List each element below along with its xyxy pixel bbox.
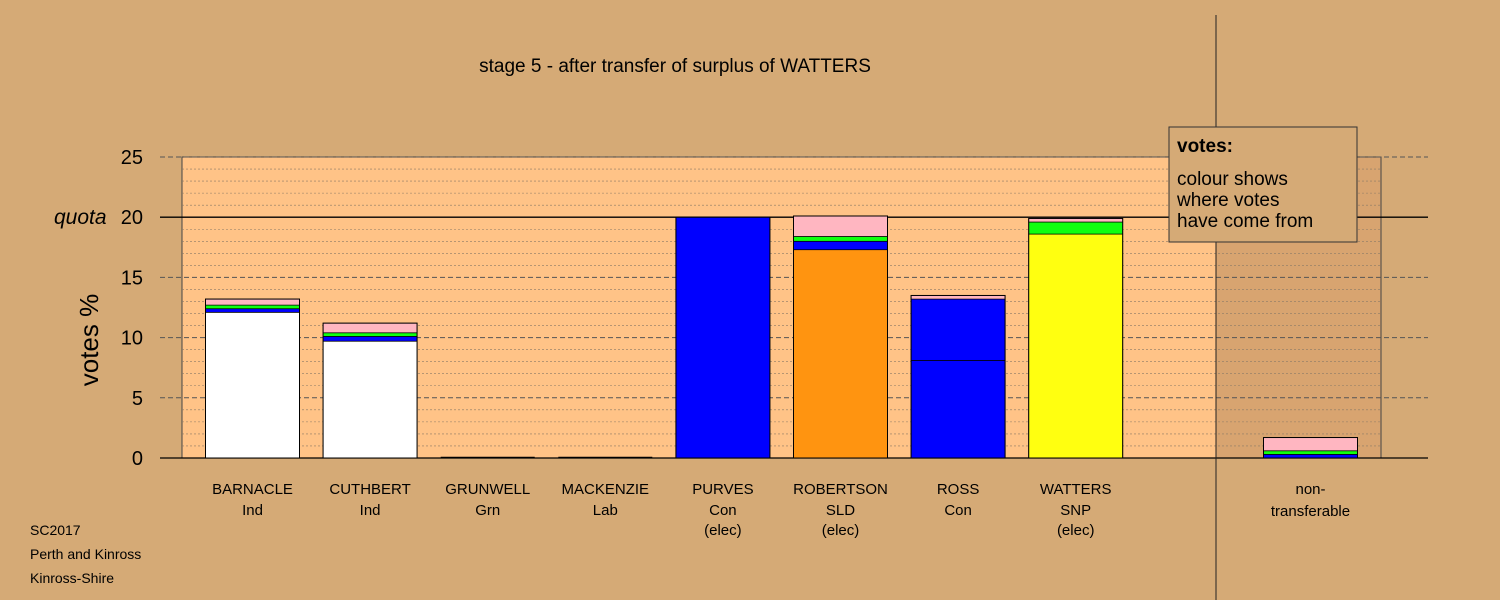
bar-ross-segment-lab bbox=[910, 295, 1006, 300]
bar-barnacle-segment-lab bbox=[205, 298, 300, 306]
y-axis-label: votes % bbox=[74, 294, 104, 387]
candidate-name: ROBERTSON bbox=[793, 481, 888, 498]
quota-label: quota bbox=[54, 206, 107, 229]
bar-barnacle-segment-grn bbox=[205, 304, 300, 310]
bar-purves-segment-con bbox=[675, 216, 771, 459]
bar-robertson-segment-grn bbox=[793, 236, 888, 242]
bar-non-transferable-segment-con bbox=[1263, 454, 1358, 459]
candidate-party: SNP bbox=[1060, 502, 1091, 519]
non-transferable-label: transferable bbox=[1271, 503, 1350, 520]
candidate-name: MACKENZIE bbox=[562, 481, 650, 498]
bar-watters-outline bbox=[1028, 217, 1124, 459]
candidate-party: Grn bbox=[475, 502, 500, 519]
legend-text: where votes bbox=[1176, 190, 1279, 211]
bar-watters-segment-grn bbox=[1028, 221, 1124, 235]
bar-robertson-segment-sld bbox=[793, 249, 888, 459]
candidate-status: (elec) bbox=[704, 522, 742, 539]
y-tick-label: 0 bbox=[132, 448, 143, 470]
bar-ross-segment-con bbox=[910, 298, 1006, 361]
bar-non-transferable-outline bbox=[1263, 437, 1358, 459]
bar-cuthbert-outline bbox=[322, 322, 418, 459]
bar-purves-outline bbox=[675, 216, 771, 459]
bar-cuthbert-segment-lab bbox=[322, 322, 418, 334]
bar-cuthbert-segment-con bbox=[322, 336, 418, 342]
bar-ross-outline bbox=[910, 294, 1006, 459]
legend-text: have come from bbox=[1177, 211, 1313, 232]
bar-non-transferable-segment-grn bbox=[1263, 450, 1358, 455]
non-transferable-label: non- bbox=[1295, 481, 1325, 498]
bar-non-transferable-segment-lab bbox=[1263, 437, 1358, 452]
candidate-party: Ind bbox=[242, 502, 263, 519]
footer-line-1: SC2017 bbox=[30, 522, 81, 538]
candidate-party: Lab bbox=[593, 502, 618, 519]
legend-title: votes: bbox=[1177, 136, 1233, 157]
y-tick-label: 5 bbox=[132, 388, 143, 410]
footer-line-3: Kinross-Shire bbox=[30, 570, 115, 586]
candidate-name: GRUNWELL bbox=[445, 481, 530, 498]
candidate-party: SLD bbox=[826, 502, 855, 519]
bar-cuthbert-segment-ind bbox=[322, 340, 418, 459]
candidate-name: CUTHBERT bbox=[329, 481, 410, 498]
bar-cuthbert-segment-grn bbox=[322, 332, 418, 337]
footer-line-2: Perth and Kinross bbox=[30, 546, 142, 562]
bar-barnacle-segment-ind bbox=[205, 311, 300, 459]
y-tick-label: 10 bbox=[121, 328, 143, 350]
y-tick-label: 20 bbox=[121, 207, 143, 229]
bar-robertson-segment-con bbox=[793, 240, 888, 251]
candidate-party: Con bbox=[709, 502, 737, 519]
candidate-party: Con bbox=[944, 502, 972, 519]
bar-barnacle-outline bbox=[205, 298, 300, 459]
bar-barnacle-segment-con bbox=[205, 308, 300, 313]
candidate-name: BARNACLE bbox=[212, 481, 293, 498]
bar-watters-segment-snp bbox=[1028, 233, 1124, 459]
chart-title: stage 5 - after transfer of surplus of W… bbox=[479, 56, 871, 77]
bar-ross-segment-con bbox=[910, 360, 1006, 459]
candidate-name: PURVES bbox=[692, 481, 753, 498]
candidate-status: (elec) bbox=[1057, 522, 1095, 539]
bar-watters-segment-lab bbox=[1028, 218, 1124, 223]
legend-text: colour shows bbox=[1177, 169, 1288, 190]
legend-box bbox=[1168, 126, 1358, 243]
y-tick-label: 25 bbox=[121, 147, 143, 169]
candidate-name: ROSS bbox=[937, 481, 980, 498]
candidate-name: WATTERS bbox=[1040, 481, 1112, 498]
y-tick-label: 15 bbox=[121, 267, 143, 289]
bar-robertson-outline bbox=[793, 215, 888, 459]
bar-robertson-segment-lab bbox=[793, 215, 888, 237]
candidate-party: Ind bbox=[360, 502, 381, 519]
candidate-status: (elec) bbox=[822, 522, 860, 539]
